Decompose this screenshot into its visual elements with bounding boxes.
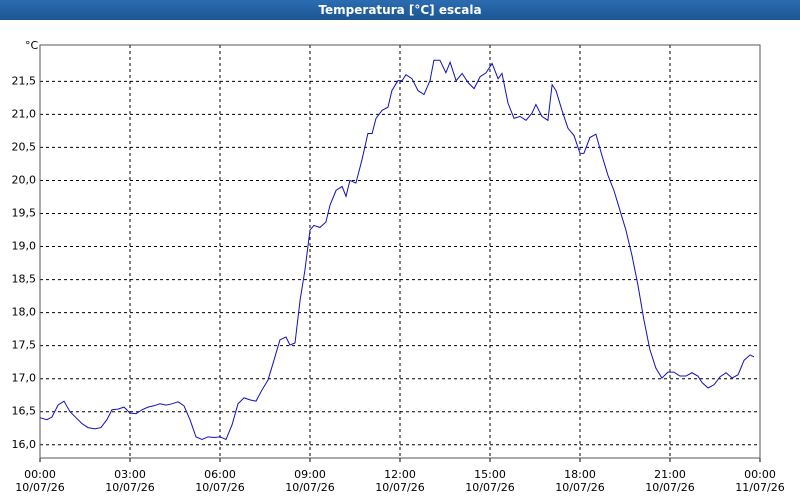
y-tick-label: 20,0 — [12, 173, 37, 186]
y-tick-label: 18,5 — [12, 273, 37, 286]
title-bar: Temperatura [°C] escala — [0, 0, 800, 20]
x-tick-label: 00:00 11/07/26 — [735, 468, 785, 494]
y-tick-label: 19,5 — [12, 207, 37, 220]
x-tick-label: 06:00 10/07/26 — [195, 468, 245, 494]
y-tick-label: 16,0 — [12, 438, 37, 451]
y-tick-label: 16,5 — [12, 405, 37, 418]
plot-frame — [39, 44, 761, 459]
y-tick-label: 18,0 — [12, 306, 37, 319]
x-tick-label: 15:00 10/07/26 — [465, 468, 515, 494]
x-tick-label: 03:00 10/07/26 — [105, 468, 155, 494]
x-tick-label: 00:00 10/07/26 — [15, 468, 65, 494]
y-tick-label: 20,5 — [12, 140, 37, 153]
y-tick-label: 17,5 — [12, 339, 37, 352]
y-unit: °C — [25, 39, 39, 52]
y-tick-label: 21,5 — [12, 74, 37, 87]
x-tick-label: 12:00 10/07/26 — [375, 468, 425, 494]
y-tick-label: 17,0 — [12, 372, 37, 385]
x-tick-label: 18:00 10/07/26 — [555, 468, 605, 494]
y-tick-label: 19,0 — [12, 240, 37, 253]
x-tick-label: 09:00 10/07/26 — [285, 468, 335, 494]
data-line — [39, 59, 755, 441]
x-tick-label: 21:00 10/07/26 — [645, 468, 695, 494]
y-tick-label: 21,0 — [12, 107, 37, 120]
